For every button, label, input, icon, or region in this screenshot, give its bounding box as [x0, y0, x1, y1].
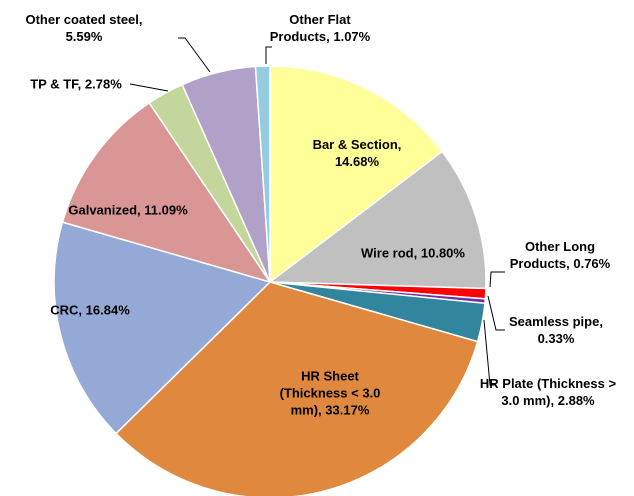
category-label: Other Flat Products,: [269, 12, 351, 44]
value-label: 33.17%: [325, 402, 370, 418]
category-label: HR Sheet (Thickness < 3.0 mm),: [279, 368, 381, 418]
leader-line: [129, 83, 169, 92]
pie-slice: [267, 150, 487, 290]
data-label: Other Flat Products, 1.07%: [260, 11, 380, 45]
value-label: 5.59%: [65, 29, 103, 44]
value-label: 1.07%: [333, 29, 371, 44]
data-label: Seamless pipe, 0.33%: [501, 313, 611, 347]
data-label: Other Long Products, 0.76%: [505, 238, 615, 272]
leader-line: [489, 271, 505, 288]
leader-line: [487, 295, 505, 331]
value-label: 14.68%: [334, 154, 380, 169]
pie-slice: [269, 65, 444, 284]
pie-slice: [254, 65, 271, 283]
data-label: Galvanized, 11.09%: [43, 202, 213, 219]
category-label: Other coated steel,: [25, 12, 143, 27]
category-label: HR Plate (Thickness > 3.0 mm),: [479, 376, 617, 408]
category-label: Seamless pipe,: [509, 314, 603, 329]
category-label: Other Long Products,: [509, 239, 596, 271]
category-label: Galvanized,: [68, 202, 141, 218]
value-label: 0.76%: [573, 256, 611, 271]
category-label: TP & TF,: [30, 76, 82, 92]
value-label: 0.33%: [537, 331, 575, 346]
pie-slice: [53, 221, 272, 435]
data-label: Bar & Section, 14.68%: [302, 136, 412, 170]
leader-line: [265, 46, 272, 64]
leader-line: [483, 319, 496, 386]
pie-slice: [114, 281, 479, 496]
value-label: 2.78%: [84, 76, 122, 92]
value-label: 10.80%: [420, 245, 465, 261]
category-label: Wire rod,: [361, 245, 418, 261]
data-label: TP & TF, 2.78%: [16, 76, 136, 93]
category-label: Bar & Section,: [312, 137, 402, 152]
value-label: 11.09%: [144, 202, 188, 218]
value-label: 16.84%: [85, 302, 130, 318]
data-label: CRC, 16.84%: [40, 302, 140, 319]
data-label: HR Plate (Thickness > 3.0 mm), 2.88%: [473, 375, 623, 409]
leader-line: [178, 37, 211, 73]
pie-slice: [61, 101, 272, 284]
data-label: HR Sheet (Thickness < 3.0 mm), 33.17%: [271, 368, 389, 419]
value-label: 2.88%: [557, 393, 595, 408]
data-label: Other coated steel, 5.59%: [14, 11, 154, 45]
category-label: CRC,: [50, 302, 83, 318]
data-label: Wire rod, 10.80%: [333, 245, 493, 262]
